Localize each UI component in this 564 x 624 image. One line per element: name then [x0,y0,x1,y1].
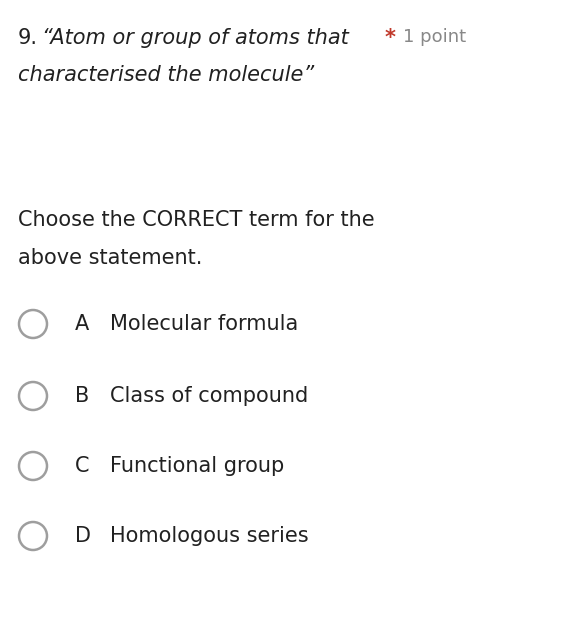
Text: *: * [385,28,396,48]
Circle shape [19,310,47,338]
Text: A: A [75,314,89,334]
Text: above statement.: above statement. [18,248,202,268]
Text: 1 point: 1 point [403,28,466,46]
Text: Molecular formula: Molecular formula [110,314,298,334]
Text: Functional group: Functional group [110,456,284,476]
Text: Homologous series: Homologous series [110,526,309,546]
Text: C: C [75,456,90,476]
Text: 9.: 9. [18,28,38,48]
Text: D: D [75,526,91,546]
Text: “Atom or group of atoms that: “Atom or group of atoms that [42,28,349,48]
Circle shape [19,522,47,550]
Text: characterised the molecule”: characterised the molecule” [18,65,314,85]
Text: Choose the CORRECT term for the: Choose the CORRECT term for the [18,210,374,230]
Circle shape [19,382,47,410]
Text: Class of compound: Class of compound [110,386,309,406]
Text: B: B [75,386,89,406]
Circle shape [19,452,47,480]
